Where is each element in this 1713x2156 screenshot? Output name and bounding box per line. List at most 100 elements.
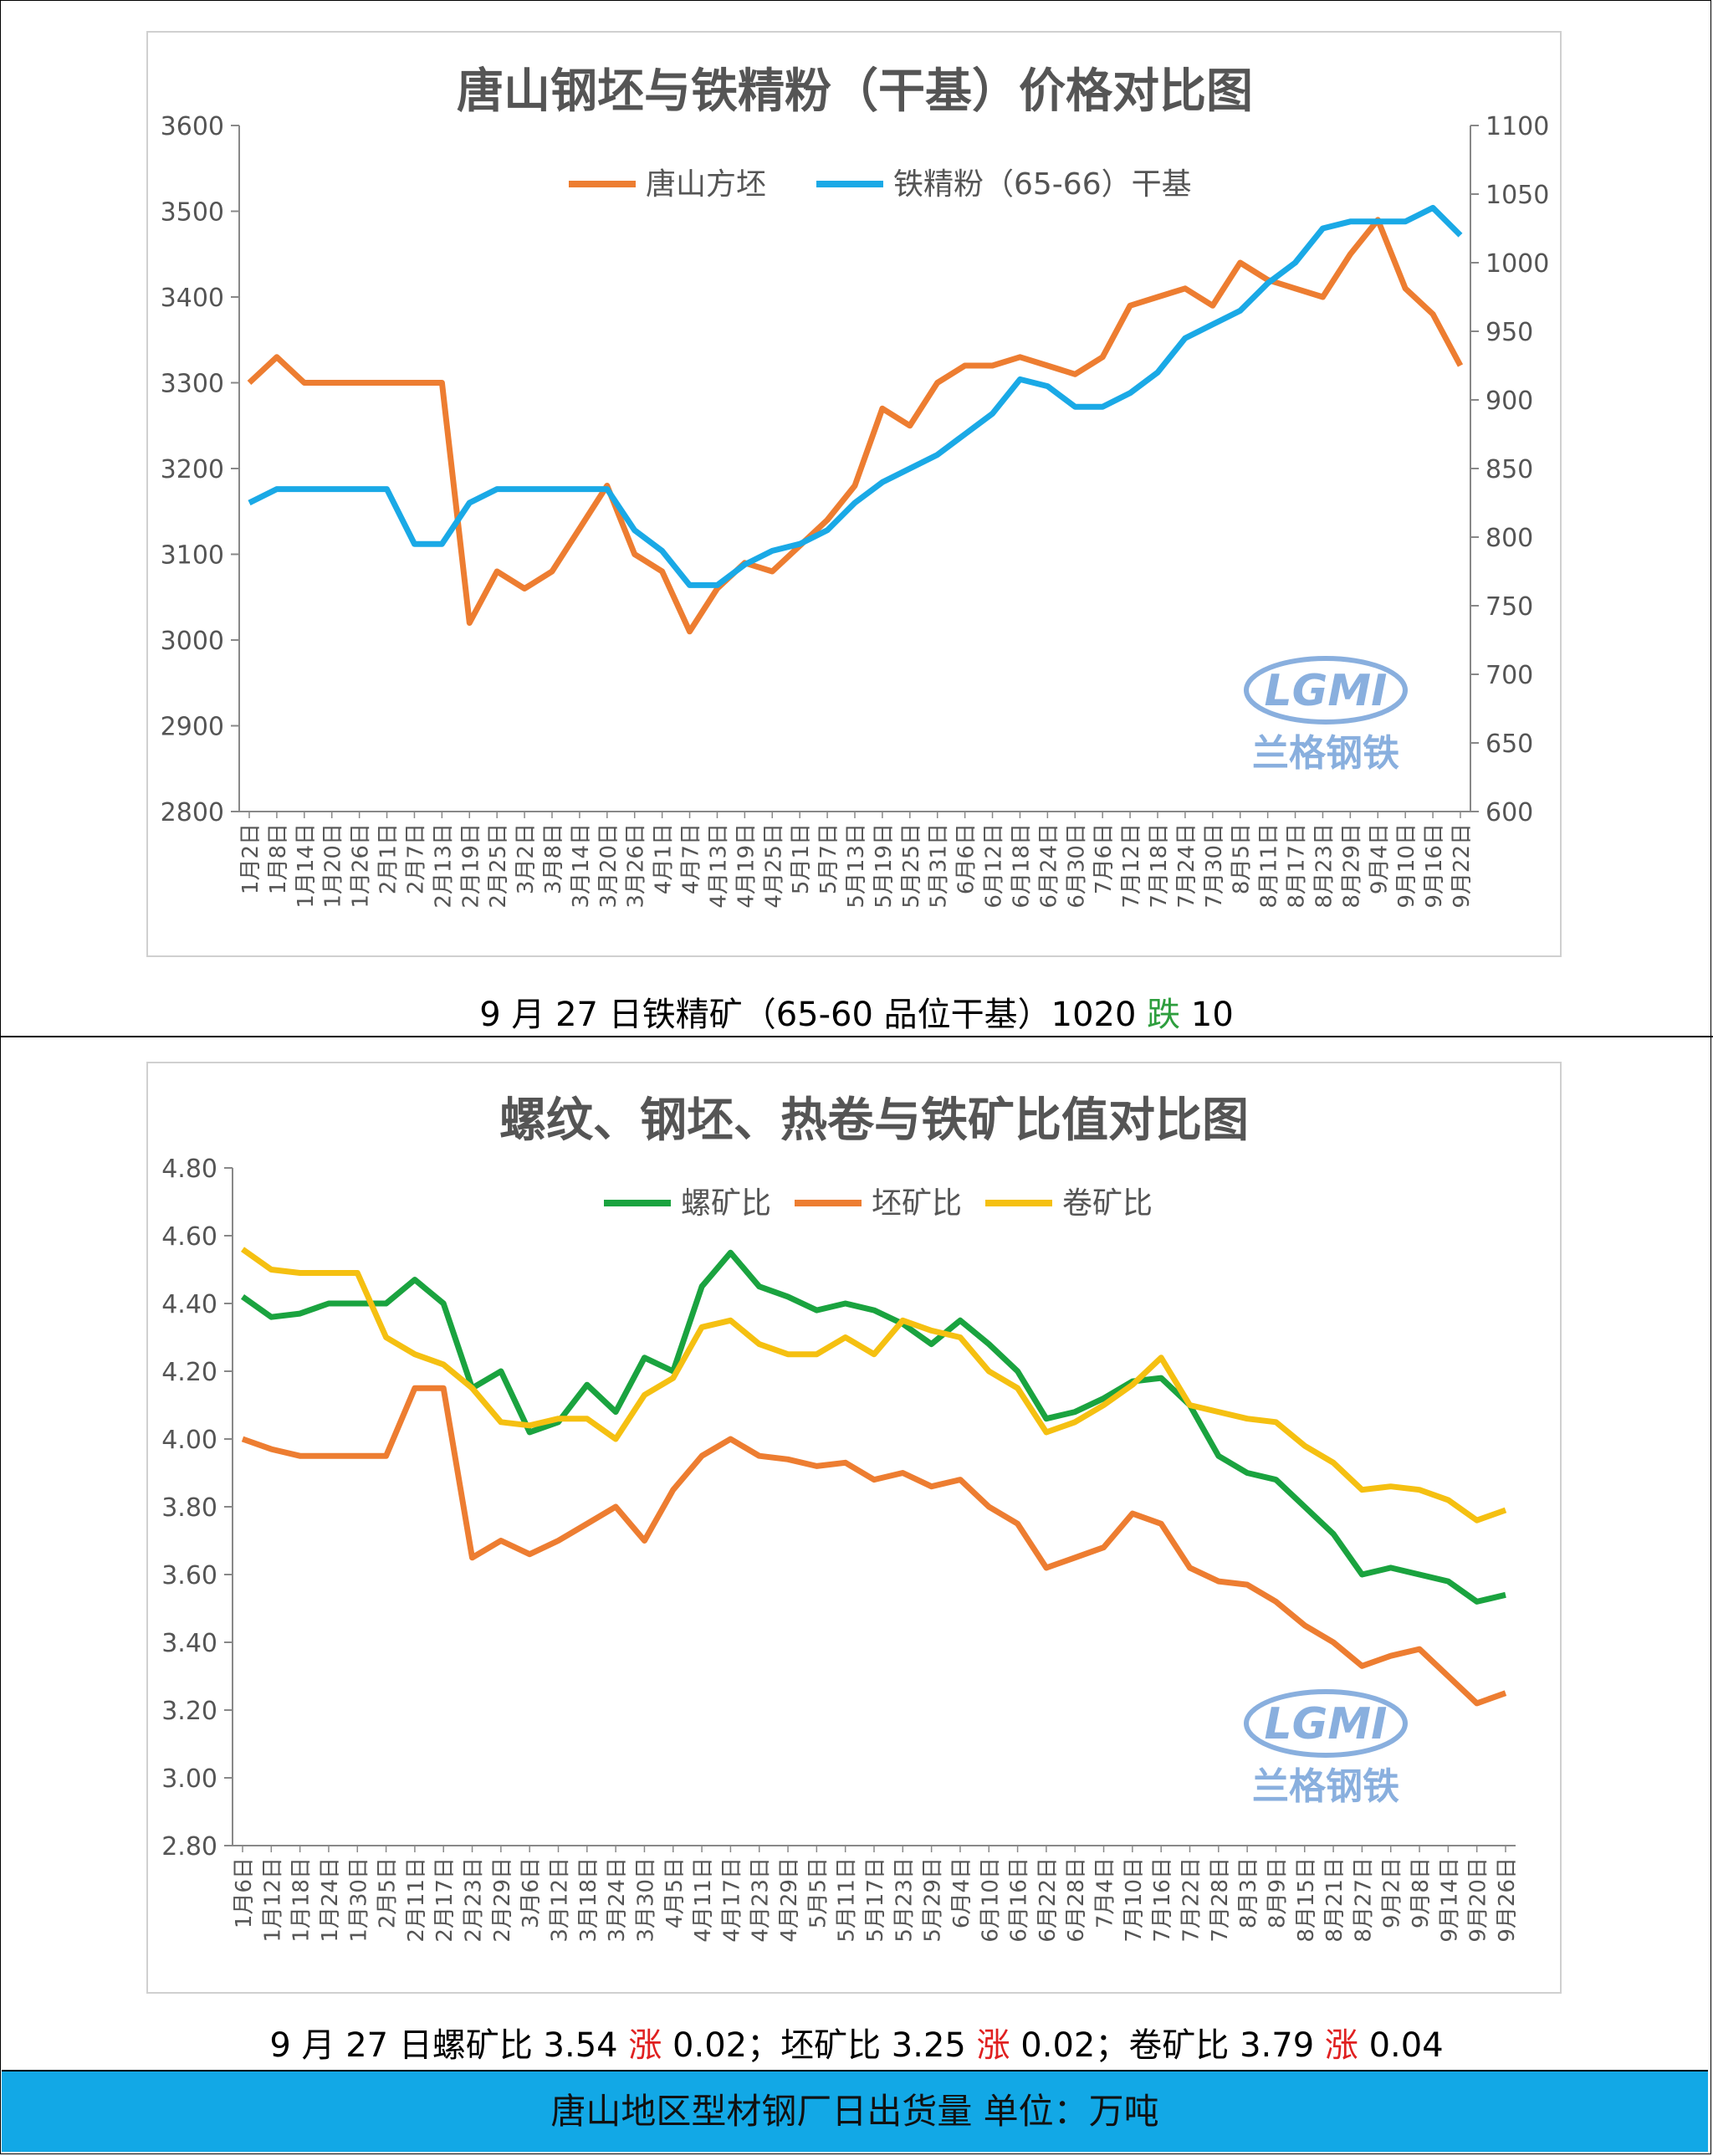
x-tick-label: 7月12日 (1119, 823, 1144, 909)
y-tick-label-left: 3.60 (161, 1561, 217, 1590)
y-tick-label-right: 850 (1485, 455, 1533, 484)
caption2-trend1: 涨 (628, 2026, 662, 2065)
x-tick-label: 8月9日 (1265, 1857, 1290, 1928)
x-tick-label: 9月8日 (1409, 1857, 1434, 1928)
y-tick-label-left: 3100 (161, 541, 224, 571)
x-tick-label: 4月7日 (679, 823, 704, 894)
x-tick-label: 7月4日 (1093, 1857, 1118, 1928)
series-line-1 (241, 1385, 1507, 1707)
x-tick-label: 2月25日 (486, 823, 511, 909)
x-tick-label: 1月8日 (266, 823, 291, 894)
x-tick-label: 9月20日 (1466, 1857, 1491, 1943)
caption2-trend3: 涨 (1324, 2026, 1358, 2065)
x-tick-label: 3月26日 (624, 823, 649, 909)
y-tick-label-left: 2800 (161, 798, 224, 827)
x-tick-label: 6月10日 (978, 1857, 1003, 1943)
x-tick-label: 8月5日 (1230, 823, 1255, 894)
x-tick-label: 2月23日 (462, 1857, 487, 1943)
x-tick-label: 9月16日 (1422, 823, 1447, 909)
x-tick-label: 2月19日 (458, 823, 483, 909)
y-tick-label-left: 2.80 (161, 1832, 217, 1862)
x-tick-label: 1月2日 (238, 823, 263, 894)
y-tick-label-right: 1100 (1485, 112, 1549, 141)
x-tick-label: 8月17日 (1285, 823, 1310, 909)
y-tick-label-left: 3.20 (161, 1697, 217, 1726)
x-tick-label: 2月17日 (432, 1857, 458, 1943)
x-tick-label: 6月28日 (1064, 1857, 1089, 1943)
x-tick-label: 7月22日 (1179, 1857, 1204, 1943)
x-tick-label: 6月18日 (1009, 823, 1034, 909)
x-tick-label: 1月26日 (349, 823, 374, 909)
x-tick-label: 5月17日 (863, 1857, 888, 1943)
x-tick-label: 4月29日 (777, 1857, 802, 1943)
x-tick-label: 9月10日 (1394, 823, 1419, 909)
x-tick-label: 4月5日 (662, 1857, 688, 1928)
x-tick-label: 8月29日 (1339, 823, 1364, 909)
x-tick-label: 3月18日 (576, 1857, 601, 1943)
x-tick-label: 4月23日 (749, 1857, 774, 1943)
logo-ring-icon (1244, 656, 1408, 725)
x-tick-label: 2月1日 (376, 823, 401, 894)
x-tick-label: 6月6日 (954, 823, 979, 894)
caption2-part4: 0.04 (1358, 2026, 1444, 2065)
footer-banner: 唐山地区型材钢厂日出货量 单位：万吨 (2, 2070, 1708, 2152)
x-tick-label: 2月29日 (490, 1857, 515, 1943)
y-tick-label-left: 3.80 (161, 1493, 217, 1523)
legend-label-0: 唐山方坯 (646, 167, 766, 202)
x-tick-label: 7月30日 (1202, 823, 1227, 909)
legend-label-1: 坯矿比 (872, 1186, 962, 1221)
x-tick-label: 1月18日 (289, 1857, 314, 1943)
x-tick-label: 8月11日 (1257, 823, 1282, 909)
x-tick-label: 6月12日 (982, 823, 1007, 909)
x-tick-label: 4月1日 (652, 823, 677, 894)
x-tick-label: 7月6日 (1092, 823, 1117, 894)
legend-label-1: 铁精粉（65-66）干基 (893, 167, 1192, 202)
caption2-part3: 0.02；卷矿比 3.79 (1010, 2026, 1325, 2065)
x-tick-label: 6月4日 (949, 1857, 974, 1928)
caption1-trend: 跌 (1147, 996, 1181, 1034)
y-tick-label-right: 750 (1485, 592, 1533, 622)
x-tick-label: 1月6日 (232, 1857, 257, 1928)
watermark-logo: LGMI 兰格钢铁 (1244, 1689, 1408, 1808)
y-tick-label-right: 1000 (1485, 249, 1549, 279)
x-tick-label: 1月24日 (318, 1857, 343, 1943)
logo-ring-icon (1244, 1689, 1408, 1758)
x-tick-label: 5月5日 (805, 1857, 831, 1928)
x-tick-label: 6月16日 (1007, 1857, 1032, 1943)
x-tick-label: 9月14日 (1437, 1857, 1462, 1943)
x-tick-label: 7月18日 (1147, 823, 1172, 909)
x-tick-label: 8月23日 (1312, 823, 1337, 909)
x-tick-label: 9月4日 (1367, 823, 1392, 894)
x-tick-label: 5月25日 (899, 823, 924, 909)
x-tick-label: 7月16日 (1150, 1857, 1175, 1943)
chart-title: 螺纹、钢坯、热卷与铁矿比值对比图 (499, 1093, 1249, 1148)
x-tick-label: 3月6日 (519, 1857, 544, 1928)
y-tick-label-right: 900 (1485, 387, 1533, 416)
x-tick-label: 6月30日 (1064, 823, 1089, 909)
y-tick-label-right: 650 (1485, 730, 1533, 759)
y-tick-label-right: 950 (1485, 318, 1533, 347)
x-tick-label: 6月24日 (1036, 823, 1061, 909)
y-tick-label-left: 4.00 (161, 1426, 217, 1455)
iron-ore-caption: 9 月 27 日铁精矿（65-60 品位干基）1020 跌 10 (0, 987, 1713, 1036)
x-tick-label: 5月13日 (844, 823, 869, 909)
x-tick-label: 8月27日 (1351, 1857, 1376, 1943)
chart-title: 唐山钢坯与铁精粉（干基）价格对比图 (457, 64, 1253, 119)
caption1-change: 10 (1180, 996, 1234, 1034)
x-tick-label: 2月13日 (431, 823, 456, 909)
x-tick-label: 4月11日 (691, 1857, 716, 1943)
caption2-part1: 9 月 27 日螺矿比 3.54 (269, 2026, 629, 2065)
logo-text: LGMI (1265, 666, 1388, 716)
x-tick-label: 3月24日 (605, 1857, 630, 1943)
x-tick-label: 3月12日 (548, 1857, 573, 1943)
series-line-0 (247, 217, 1464, 635)
x-tick-label: 1月14日 (294, 823, 319, 909)
x-tick-label: 3月8日 (541, 823, 566, 894)
caption1-text: 9 月 27 日铁精矿（65-60 品位干基）1020 (479, 996, 1148, 1034)
x-tick-label: 5月23日 (892, 1857, 917, 1943)
x-tick-label: 8月15日 (1294, 1857, 1319, 1943)
y-tick-label-right: 600 (1485, 798, 1533, 827)
y-tick-label-left: 4.40 (161, 1290, 217, 1319)
y-tick-label-right: 800 (1485, 524, 1533, 553)
